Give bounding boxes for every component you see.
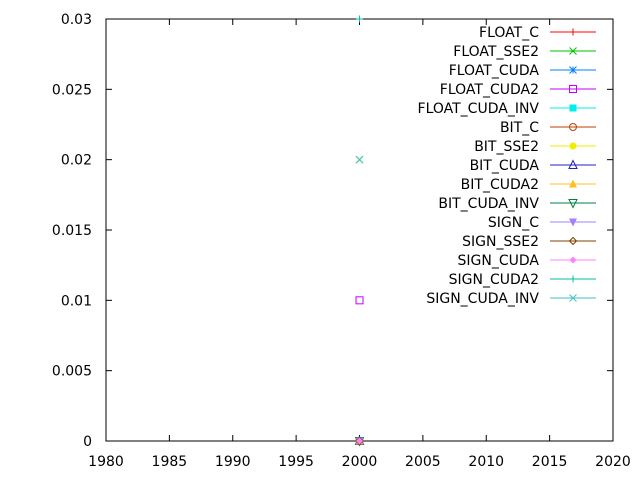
legend-label: BIT_C bbox=[500, 120, 539, 136]
x-tick-label: 1985 bbox=[152, 454, 188, 470]
data-point bbox=[356, 15, 363, 23]
x-tick-label: 2000 bbox=[342, 454, 378, 470]
legend-marker bbox=[569, 294, 577, 302]
y-tick-label: 0.01 bbox=[61, 293, 92, 309]
legend-marker bbox=[569, 47, 577, 55]
x-tick-label: 2020 bbox=[595, 454, 631, 470]
data-point bbox=[356, 437, 363, 445]
legend-label: FLOAT_CUDA2 bbox=[440, 82, 539, 98]
y-tick-label: 0.025 bbox=[52, 82, 92, 98]
axis-ticks bbox=[105, 18, 614, 442]
legend-label: SIGN_CUDA2 bbox=[449, 272, 539, 288]
legend-label: SIGN_SSE2 bbox=[462, 234, 539, 250]
legend-label: FLOAT_CUDA bbox=[449, 63, 540, 79]
y-tick-label: 0.02 bbox=[61, 153, 92, 169]
legend-marker bbox=[568, 159, 578, 169]
x-tick-label: 2010 bbox=[468, 454, 504, 470]
legend-entry: BIT_C bbox=[500, 120, 596, 136]
y-tick-label: 0.03 bbox=[61, 12, 92, 28]
legend-entry: FLOAT_CUDA2 bbox=[440, 82, 596, 98]
legend-marker bbox=[569, 85, 577, 93]
legend-entry: FLOAT_SSE2 bbox=[453, 44, 596, 60]
legend-label: FLOAT_C bbox=[479, 25, 539, 41]
axis-tick-labels: 1980 1985 1990 1995 2000 2005 2010 2015 2020 0 0.0… bbox=[52, 12, 631, 470]
legend: FLOAT_C FLOAT_SSE2 FLOAT_CUDA FLOAT_CUDA2 FL… bbox=[418, 25, 596, 307]
legend-entry: SIGN_CUDA2 bbox=[449, 272, 596, 288]
legend-marker bbox=[569, 104, 577, 112]
legend-entry: SIGN_C bbox=[488, 215, 596, 231]
x-tick-label: 1980 bbox=[88, 454, 124, 470]
x-tick-label: 1995 bbox=[278, 454, 314, 470]
legend-entry: SIGN_CUDA_INV bbox=[426, 291, 596, 307]
legend-label: FLOAT_SSE2 bbox=[453, 44, 539, 60]
x-tick-label: 2015 bbox=[532, 454, 568, 470]
data-points bbox=[354, 15, 365, 447]
legend-label: BIT_CUDA2 bbox=[461, 177, 539, 193]
legend-entry: BIT_CUDA_INV bbox=[438, 196, 596, 212]
legend-label: BIT_SSE2 bbox=[474, 139, 539, 155]
legend-marker bbox=[569, 275, 577, 283]
y-tick-label: 0 bbox=[83, 434, 92, 450]
legend-entry: FLOAT_C bbox=[479, 25, 596, 41]
legend-label: SIGN_C bbox=[488, 215, 539, 231]
x-tick-label: 1990 bbox=[215, 454, 251, 470]
legend-label: BIT_CUDA bbox=[470, 158, 540, 174]
legend-entry: FLOAT_CUDA bbox=[449, 63, 596, 79]
legend-entry: FLOAT_CUDA_INV bbox=[418, 101, 596, 117]
legend-marker bbox=[569, 179, 577, 188]
legend-entry: BIT_CUDA bbox=[470, 158, 596, 174]
legend-marker bbox=[568, 199, 578, 209]
legend-marker bbox=[569, 28, 577, 36]
legend-marker bbox=[569, 256, 577, 264]
y-tick-label: 0.005 bbox=[52, 364, 92, 380]
legend-label: FLOAT_CUDA_INV bbox=[418, 101, 540, 117]
legend-entry: SIGN_SSE2 bbox=[462, 234, 596, 250]
legend-entry: BIT_SSE2 bbox=[474, 139, 596, 155]
legend-marker bbox=[569, 123, 577, 131]
legend-label: SIGN_CUDA bbox=[458, 253, 540, 269]
legend-marker bbox=[569, 142, 577, 150]
legend-label: SIGN_CUDA_INV bbox=[426, 291, 539, 307]
legend-marker bbox=[569, 66, 577, 74]
legend-marker bbox=[569, 218, 577, 227]
x-tick-label: 2005 bbox=[405, 454, 441, 470]
legend-marker bbox=[568, 236, 578, 246]
legend-label: BIT_CUDA_INV bbox=[438, 196, 539, 212]
data-point bbox=[355, 296, 364, 305]
data-point bbox=[355, 155, 364, 164]
legend-entry: BIT_CUDA2 bbox=[461, 177, 596, 193]
legend-entry: SIGN_CUDA bbox=[458, 253, 596, 269]
y-tick-label: 0.015 bbox=[52, 223, 92, 239]
